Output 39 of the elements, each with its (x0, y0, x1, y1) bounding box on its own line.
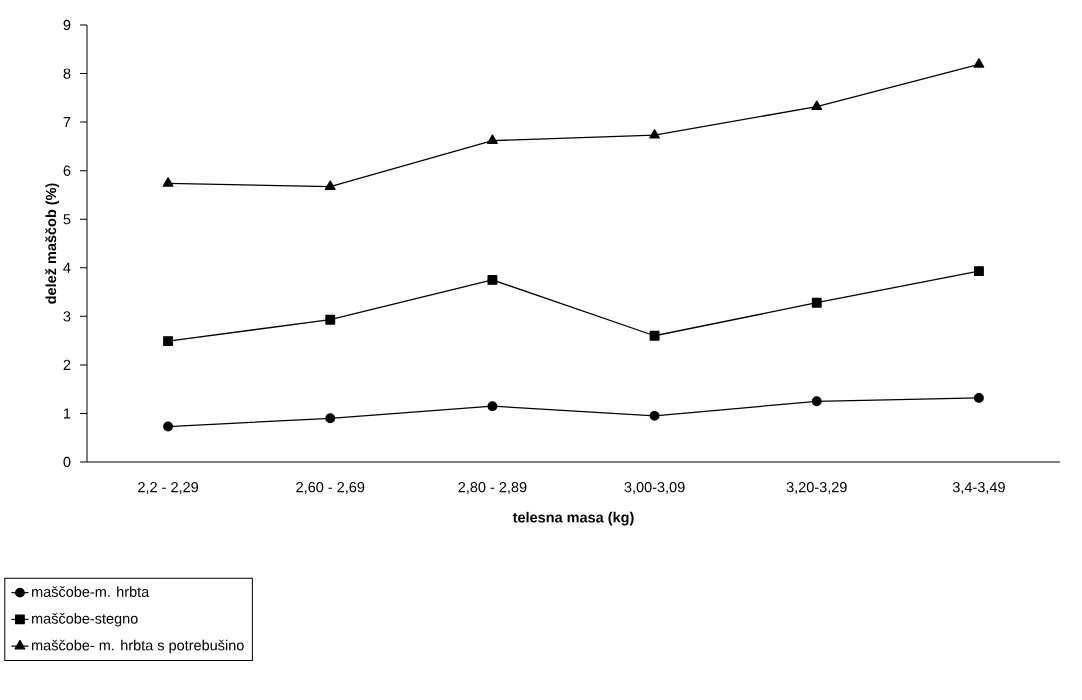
y-tick-label: 0 (63, 456, 71, 468)
x-tick-label: 3,4-3,49 (952, 482, 1005, 494)
legend-label: maščobe-stegno (32, 613, 138, 627)
y-tick-label: 3 (63, 311, 71, 322)
point (649, 129, 660, 139)
x-tick-label: 3,20-3,29 (786, 482, 847, 494)
y-tick-label: 4 (63, 262, 71, 273)
point (324, 180, 336, 191)
y-tick-label: 9 (63, 19, 71, 31)
y-tick-label: 2 (63, 359, 71, 370)
y-tick-label: 5 (63, 214, 71, 225)
point (811, 297, 822, 308)
legend-label: maščobe-m. hrbta (32, 586, 150, 597)
point (487, 401, 498, 412)
y-tick-label: 8 (63, 68, 71, 79)
point (163, 336, 174, 347)
point (487, 134, 498, 144)
point (649, 330, 660, 341)
point (162, 177, 174, 187)
point (973, 58, 985, 68)
legend-label: maščobe- m. hrbta s potrebušino (32, 639, 244, 654)
y-tick-label: 6 (63, 165, 71, 176)
y-tick-label: 1 (64, 408, 71, 419)
x-tick-label: 3,00-3,09 (624, 482, 685, 494)
y-tick-label: 7 (63, 117, 71, 128)
point (163, 421, 174, 432)
x-axis-title: telesna masa (kg) (512, 511, 634, 526)
point (973, 392, 984, 403)
point (649, 410, 660, 421)
x-tick-label: 2,60 - 2,69 (296, 482, 365, 494)
x-tick-label: 2,2 - 2,29 (138, 482, 199, 494)
point (973, 266, 984, 277)
point (325, 314, 336, 325)
x-tick-label: 2,80 - 2,89 (458, 482, 527, 494)
y-axis-title: delež maščob (%) (45, 183, 60, 304)
point (487, 274, 498, 285)
point (811, 100, 823, 110)
point (811, 396, 822, 407)
point (325, 413, 336, 424)
